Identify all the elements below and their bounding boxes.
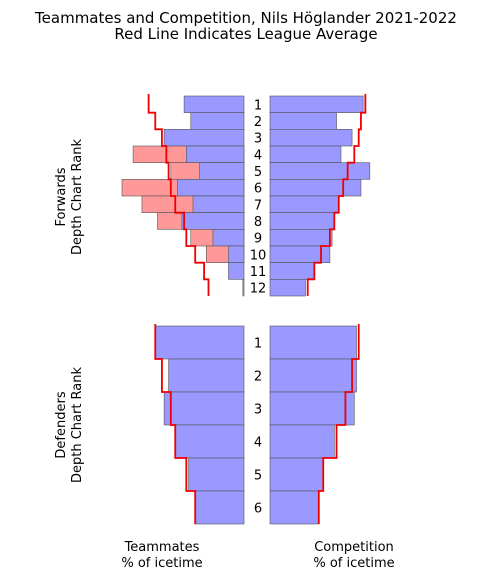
forwards-rank-label: 12 [250, 282, 267, 297]
forwards-teammates-bar [192, 195, 245, 213]
defenders-ylabel-line: Defenders [54, 391, 69, 458]
forwards-competition-bar [269, 279, 306, 297]
forwards-rank-label: 6 [254, 182, 262, 197]
forwards-teammates-bar [190, 112, 245, 130]
forwards-teammates-bar [228, 262, 245, 280]
forwards-teammates-bar [228, 245, 245, 263]
teammates-xlabel-line-2: % of icetime [121, 556, 202, 571]
forwards-competition-bar [269, 212, 335, 230]
forwards-rank-label: 1 [254, 98, 262, 113]
forwards-rank-label: 3 [254, 132, 262, 147]
forwards-rank-label: 9 [254, 232, 262, 247]
defenders-competition-bar [269, 391, 355, 426]
defenders-rank-label: 3 [254, 403, 262, 418]
defenders-competition-bar [269, 490, 320, 525]
forwards-rank-label: 10 [250, 248, 267, 263]
competition-xlabel-line-1: Competition [314, 540, 394, 555]
forwards-teammates-avg-line [147, 94, 210, 296]
forwards-teammates-bar [177, 179, 245, 197]
defenders-ylabel: DefendersDepth Chart Rank [54, 367, 85, 484]
forwards-rank-label: 8 [254, 215, 262, 230]
plot-area: ForwardsDepth Chart Rank123456789101112D… [54, 94, 371, 525]
forwards-competition-bar [269, 195, 340, 213]
defenders-ylabel-line: Depth Chart Rank [70, 367, 85, 484]
forwards-competition-bar [269, 95, 364, 113]
defenders-teammates-avg-line [154, 324, 197, 524]
defenders-teammates-bar [168, 358, 245, 393]
defenders-rank-label: 1 [254, 337, 262, 352]
forwards-teammates-bar [212, 229, 245, 247]
defenders-rank-label: 6 [254, 502, 262, 517]
forwards-teammates-bar [199, 162, 245, 180]
defenders-panel: DefendersDepth Chart Rank 1 2 3 4 5 6 [54, 324, 360, 525]
forwards-competition-bar [269, 162, 371, 180]
forwards-teammates-bar [181, 212, 245, 230]
forwards-rank-label: 5 [254, 165, 262, 180]
defenders-teammates-bar [174, 424, 245, 459]
forwards-teammates-bar [186, 145, 245, 163]
forwards-rank-label: 7 [254, 198, 262, 213]
forwards-rank-label: 2 [254, 115, 262, 130]
defenders-competition-bar [269, 325, 357, 360]
defenders-teammates-bar [194, 490, 245, 525]
defenders-teammates-bar [188, 457, 245, 492]
forwards-teammates-bar [163, 129, 245, 147]
forwards-ylabel: ForwardsDepth Chart Rank [54, 139, 85, 256]
forwards-competition-bar [269, 112, 337, 130]
forwards-rank-label: 11 [250, 265, 267, 280]
teammates-xlabel-line-1: Teammates [124, 540, 200, 555]
defenders-teammates-bar [163, 391, 245, 426]
defenders-teammates-bar [154, 325, 245, 360]
defenders-competition-bar [269, 457, 324, 492]
forwards-competition-bar [269, 229, 333, 247]
forwards-rank-label: 4 [254, 148, 262, 163]
competition-xlabel-line-2: % of icetime [313, 556, 394, 571]
defenders-rank-label: 5 [254, 469, 262, 484]
defenders-rank-label: 2 [254, 370, 262, 385]
forwards-competition-bar [269, 262, 315, 280]
defenders-rank-label: 4 [254, 436, 262, 451]
forwards-ylabel-line: Forwards [54, 167, 69, 226]
forwards-teammates-bar [183, 95, 245, 113]
forwards-competition-bar [269, 179, 362, 197]
defenders-competition-bar [269, 424, 335, 459]
forwards-competition-avg-line [306, 94, 367, 296]
forwards-teammates-bar [242, 279, 245, 297]
forwards-ylabel-line: Depth Chart Rank [70, 139, 85, 256]
chart-title-line-1: Teammates and Competition, Nils Höglande… [34, 9, 457, 27]
chart-title-line-2: Red Line Indicates League Average [114, 25, 377, 43]
defenders-competition-avg-line [317, 324, 360, 524]
defenders-competition-bar [269, 358, 357, 393]
forwards-competition-bar [269, 145, 342, 163]
forwards-competition-bar [269, 129, 353, 147]
